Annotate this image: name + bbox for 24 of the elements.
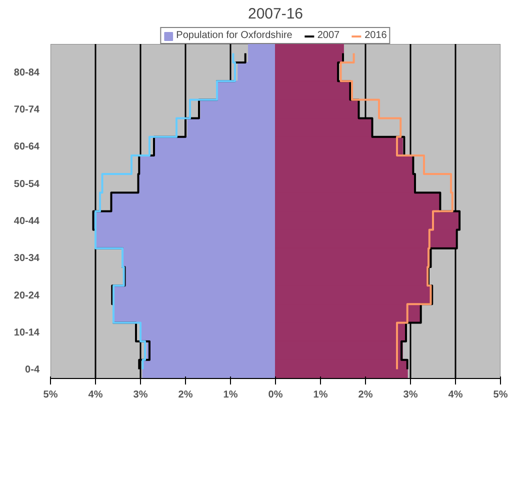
x-tick-label: 2% <box>358 390 373 400</box>
x-tick-label: 5% <box>43 390 58 400</box>
x-tick-label: 1% <box>313 390 328 400</box>
x-tick-label: 3% <box>133 390 148 400</box>
legend-label: Population for Oxfordshire <box>176 30 292 41</box>
y-tick-label: 50-54 <box>14 178 40 190</box>
legend-label: 2007 <box>317 30 340 41</box>
x-tick-label: 4% <box>88 390 103 400</box>
y-tick-label: 60-64 <box>14 142 40 153</box>
legend-label: 2016 <box>364 30 387 41</box>
y-tick-label: 40-44 <box>14 216 40 228</box>
x-tick-label: 0% <box>268 390 283 400</box>
x-tick-label: 5% <box>493 390 508 400</box>
y-tick-label: 10-14 <box>14 328 40 339</box>
x-tick-label: 1% <box>223 390 238 400</box>
y-tick-label: 20-24 <box>14 290 40 302</box>
x-tick-label: 3% <box>403 390 418 400</box>
y-tick-label: 80-84 <box>14 67 40 78</box>
y-tick-label: 0-4 <box>25 364 40 376</box>
y-tick-label: 30-34 <box>14 253 40 264</box>
x-tick-label: 4% <box>448 390 463 400</box>
chart-title: 2007-16 <box>248 6 304 22</box>
x-tick-label: 2% <box>178 390 193 400</box>
y-tick-label: 70-74 <box>14 104 40 116</box>
